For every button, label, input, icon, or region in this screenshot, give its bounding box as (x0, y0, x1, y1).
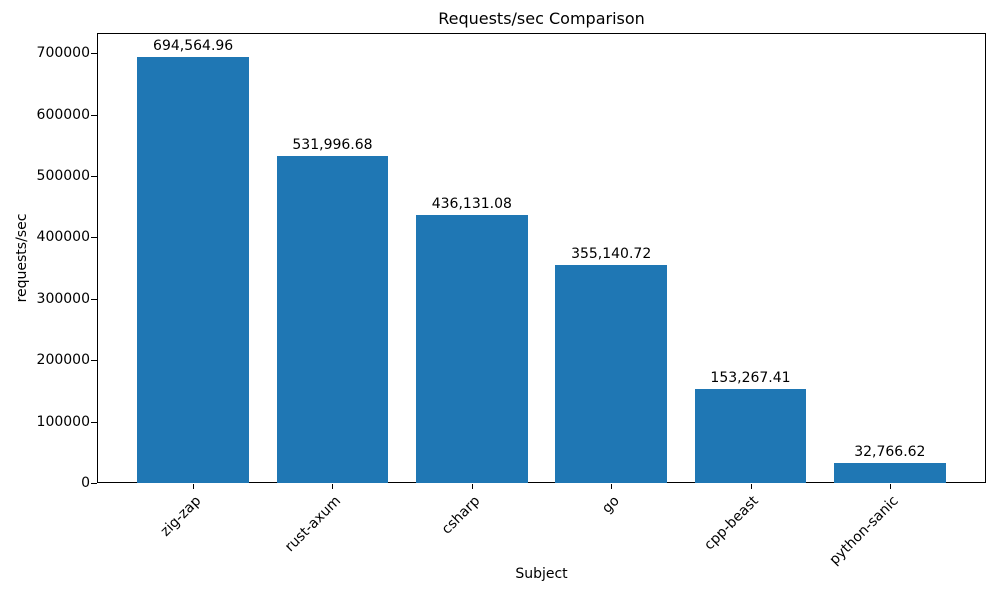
x-tick-label: csharp (438, 493, 484, 538)
y-tick-label: 200000 (36, 352, 90, 369)
y-tick-label: 400000 (36, 229, 90, 246)
y-tick-mark (91, 483, 97, 484)
y-tick-label: 500000 (36, 168, 90, 185)
x-tick-label: rust-axum (281, 493, 344, 556)
bar-value-label: 436,131.08 (431, 196, 512, 213)
x-tick-label: cpp-beast (701, 493, 762, 554)
bar (694, 388, 807, 483)
bar-value-label: 32,766.62 (854, 443, 926, 460)
y-tick-mark (91, 176, 97, 178)
bar (555, 264, 667, 483)
y-tick-mark (91, 421, 97, 423)
x-tick-mark (750, 484, 752, 489)
bar (834, 462, 946, 483)
x-tick-mark (611, 484, 613, 489)
bar-value-label: 355,140.72 (571, 245, 652, 262)
y-tick-mark (91, 298, 97, 300)
y-tick-label: 100000 (36, 413, 90, 430)
bar-value-label: 153,267.41 (710, 369, 791, 386)
y-axis-label: requests/sec (14, 213, 30, 303)
bar (276, 156, 389, 483)
x-tick-mark (193, 484, 195, 489)
x-tick-label: zig-zap (157, 493, 205, 540)
y-tick-label: 700000 (36, 45, 90, 62)
bar (416, 215, 528, 483)
x-tick-mark (889, 484, 891, 489)
y-tick-mark (91, 360, 97, 362)
bar-value-label: 531,996.68 (292, 137, 373, 154)
y-tick-label: 600000 (36, 106, 90, 123)
bar (137, 56, 249, 483)
y-tick-mark (91, 53, 97, 55)
bar-value-label: 694,564.96 (153, 37, 234, 54)
x-tick-label: python-sanic (825, 493, 902, 569)
y-tick-mark (91, 114, 97, 116)
y-tick-label: 0 (81, 475, 90, 491)
chart-title: Requests/sec Comparison (438, 9, 645, 28)
y-tick-mark (91, 237, 97, 239)
x-tick-label: go (598, 493, 623, 517)
y-tick-label: 300000 (36, 290, 90, 307)
x-axis-label: Subject (515, 566, 568, 582)
x-tick-mark (332, 484, 334, 489)
x-tick-mark (471, 484, 473, 489)
